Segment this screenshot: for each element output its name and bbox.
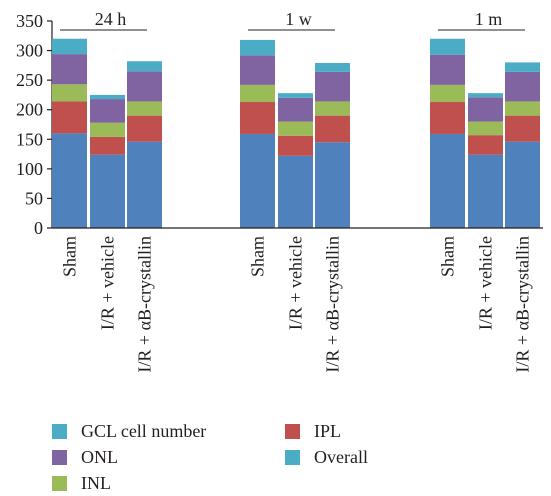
bar-segment-overall xyxy=(52,133,87,228)
bar-segment-overall xyxy=(430,133,465,228)
legend-item-inl: INL xyxy=(52,472,111,494)
bar-segment-gcl-cell-number xyxy=(52,38,87,55)
x-tick-label: I/R + vehicle xyxy=(286,236,306,330)
legend-label-overall: Overall xyxy=(314,446,368,467)
bar-segment-gcl-cell-number xyxy=(127,61,162,72)
bar-segment-overall xyxy=(278,155,313,228)
bar-segment-gcl-cell-number xyxy=(315,62,350,72)
bar-segment-gcl-cell-number xyxy=(430,38,465,55)
bar-segment-ipl xyxy=(90,136,125,155)
y-tick-label: 150 xyxy=(16,129,43,149)
bar-segment-inl xyxy=(90,122,125,137)
bar-segment-ipl xyxy=(278,135,313,156)
x-tick-label: Sham xyxy=(60,236,80,277)
bar-segment-onl xyxy=(127,71,162,102)
bar-segment-inl xyxy=(430,84,465,103)
bar-segment-onl xyxy=(52,54,87,85)
bar-segment-overall xyxy=(127,141,162,228)
bar-segment-inl xyxy=(240,84,275,103)
x-tick-label: I/R + vehicle xyxy=(98,236,118,330)
legend: GCL cell number IPL ONL Overall INL xyxy=(52,420,472,494)
bars xyxy=(52,38,540,228)
bar-segment-inl xyxy=(468,121,503,136)
x-tick-label: I/R + αB-crystallin xyxy=(513,236,533,373)
bar-segment-overall xyxy=(90,154,125,228)
x-tick-label: Sham xyxy=(248,236,268,277)
y-tick-label: 100 xyxy=(16,159,43,179)
bar-segment-ipl xyxy=(505,115,540,142)
bar-segment-onl xyxy=(468,97,503,122)
x-tick-labels: Sham I/R + vehicle I/R + αB-crystallin Sham… xyxy=(60,236,533,373)
bar-segment-overall xyxy=(468,154,503,228)
bar-segment-overall xyxy=(315,142,350,228)
bar-segment-gcl-cell-number xyxy=(278,93,313,98)
bar-segment-ipl xyxy=(430,102,465,134)
y-axis: 0 50 100 150 200 250 300 350 xyxy=(16,11,53,238)
bar-segment-ipl xyxy=(240,102,275,134)
x-tick-label: I/R + vehicle xyxy=(476,236,496,330)
legend-swatch-gcl xyxy=(52,423,67,439)
legend-label-ipl: IPL xyxy=(314,420,341,441)
legend-item-onl: ONL xyxy=(52,446,118,468)
bar-segment-onl xyxy=(430,54,465,85)
bar-segment-gcl-cell-number xyxy=(505,62,540,72)
bar-segment-ipl xyxy=(52,101,87,134)
legend-swatch-overall xyxy=(285,449,300,465)
x-tick-label: I/R + αB-crystallin xyxy=(135,236,155,373)
group-label: 1 w xyxy=(285,9,312,29)
y-tick-label: 50 xyxy=(25,188,43,208)
bar-segment-onl xyxy=(315,71,350,102)
bar-segment-overall xyxy=(505,141,540,228)
legend-item-gcl: GCL cell number xyxy=(52,420,206,442)
bar-segment-onl xyxy=(505,71,540,102)
bar-segment-overall xyxy=(240,133,275,228)
legend-swatch-onl xyxy=(52,449,67,465)
bar-segment-gcl-cell-number xyxy=(240,39,275,56)
bar-segment-onl xyxy=(90,99,125,123)
y-tick-label: 250 xyxy=(16,70,43,90)
bar-segment-inl xyxy=(52,84,87,102)
bar-segment-inl xyxy=(278,121,313,136)
bar-segment-inl xyxy=(127,101,162,116)
y-tick-label: 200 xyxy=(16,100,43,120)
y-tick-label: 300 xyxy=(16,41,43,61)
stacked-bar-chart: 0 50 100 150 200 250 300 350 24 h 1 w 1 m Sham I/R… xyxy=(16,9,543,373)
legend-item-overall: Overall xyxy=(285,446,368,468)
legend-swatch-ipl xyxy=(285,423,300,439)
bar-segment-ipl xyxy=(468,135,503,155)
bar-segment-inl xyxy=(505,101,540,116)
bar-segment-gcl-cell-number xyxy=(468,93,503,98)
legend-item-ipl: IPL xyxy=(285,420,341,442)
legend-label-onl: ONL xyxy=(81,446,118,467)
y-tick-label: 0 xyxy=(34,218,43,238)
bar-segment-onl xyxy=(240,55,275,85)
group-label: 24 h xyxy=(95,9,127,29)
bar-segment-ipl xyxy=(127,115,162,142)
x-tick-label: Sham xyxy=(438,236,458,277)
legend-swatch-inl xyxy=(52,475,67,491)
legend-label-gcl: GCL cell number xyxy=(81,420,207,441)
bar-segment-inl xyxy=(315,101,350,116)
bar-segment-gcl-cell-number xyxy=(90,94,125,100)
group-labels: 24 h 1 w 1 m xyxy=(60,9,525,31)
bar-segment-onl xyxy=(278,97,313,122)
group-label: 1 m xyxy=(475,9,503,29)
legend-label-inl: INL xyxy=(81,472,111,493)
bar-segment-ipl xyxy=(315,115,350,143)
x-tick-label: I/R + αB-crystallin xyxy=(323,236,343,373)
y-tick-label: 350 xyxy=(16,11,43,31)
